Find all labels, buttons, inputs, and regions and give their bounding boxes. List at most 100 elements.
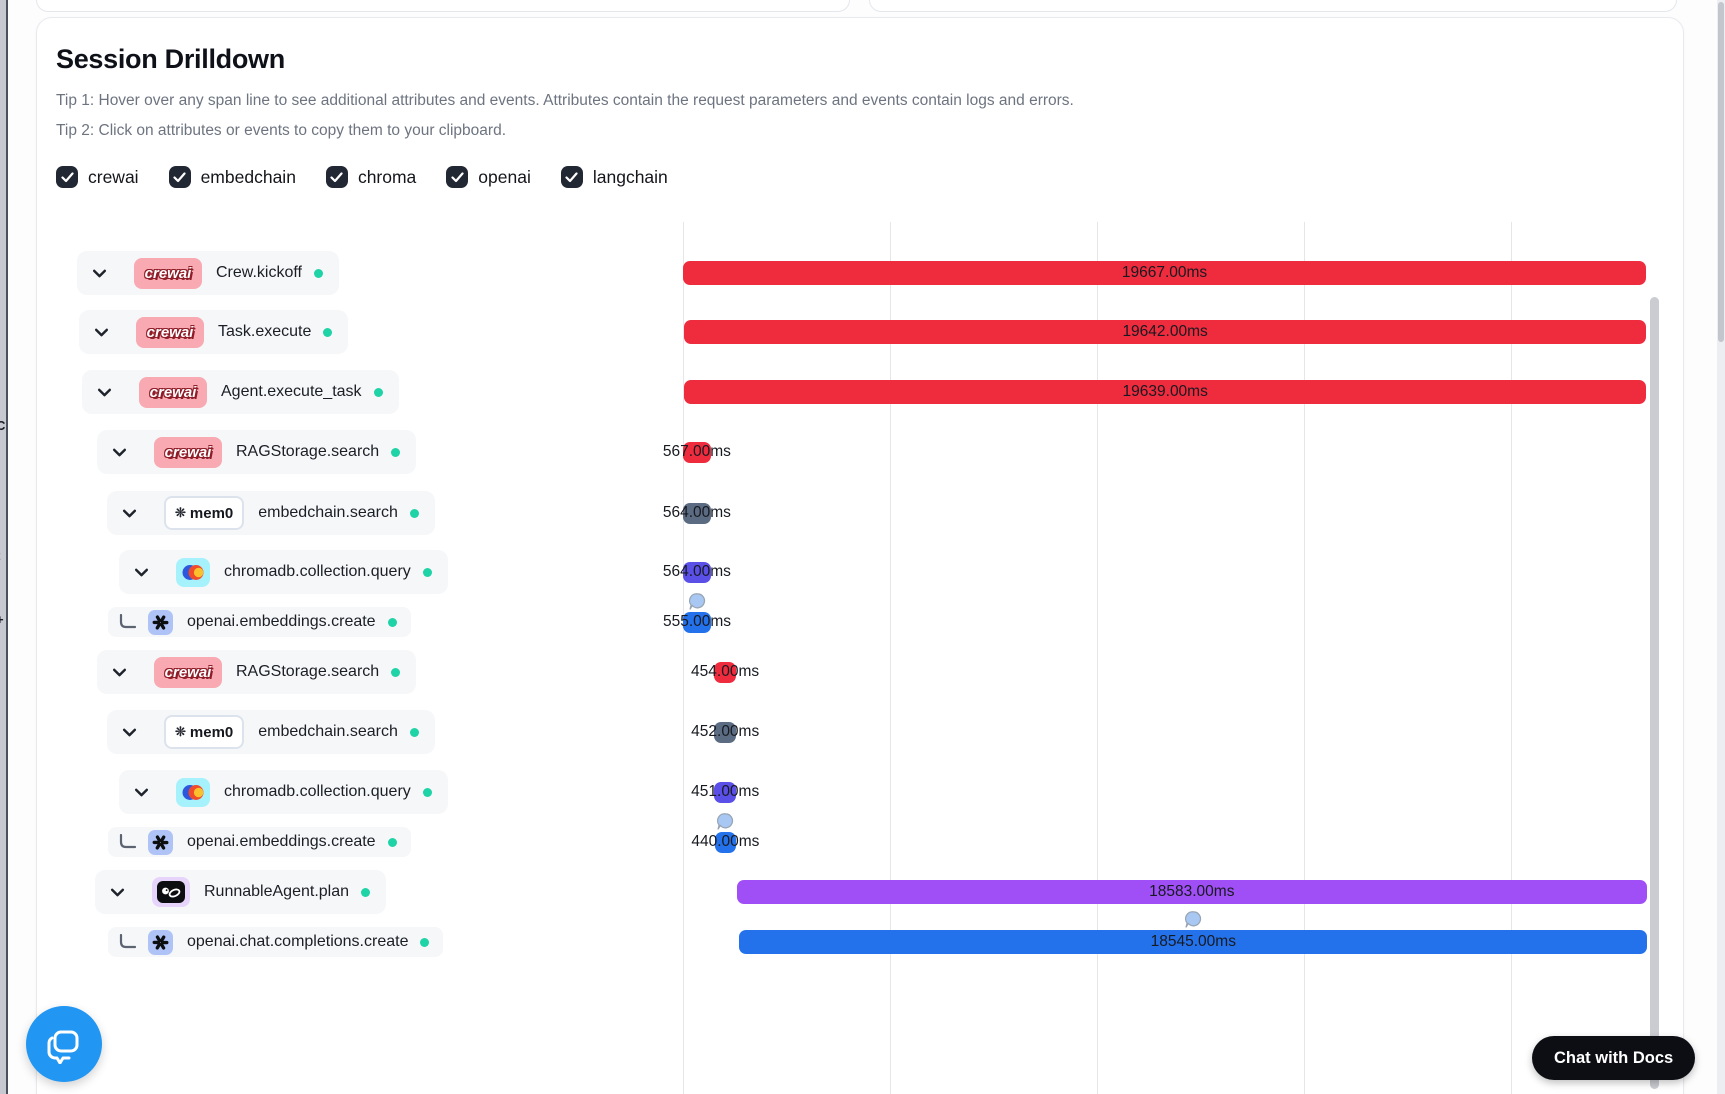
chevron-down-icon[interactable] (91, 265, 108, 282)
span-row-Agent.execute_task: crewai Agent.execute_task 19639.00ms (0, 370, 1725, 414)
tree-elbow-connector-icon (119, 833, 137, 848)
partial-card-top-left (36, 0, 850, 12)
span-status-dot (373, 387, 383, 397)
duration-bar-openai.embeddings.create[interactable] (714, 831, 737, 853)
expand-toggle[interactable] (96, 384, 113, 401)
span-node-openai.embeddings.create[interactable]: openai.embeddings.create (108, 827, 411, 857)
duration-bar-openai.embeddings.create[interactable] (683, 611, 711, 633)
expand-toggle[interactable] (111, 664, 128, 681)
tip-2-text: Tip 2: Click on attributes or events to … (56, 122, 506, 139)
chevron-down-icon[interactable] (93, 324, 110, 341)
span-status-dot (361, 887, 371, 897)
span-events-bubble[interactable] (716, 812, 735, 836)
expand-toggle[interactable] (121, 505, 138, 522)
tree-elbow-connector-icon (119, 933, 137, 948)
expand-toggle[interactable] (133, 564, 150, 581)
chevron-down-icon[interactable] (121, 505, 138, 522)
chevron-down-icon[interactable] (121, 724, 138, 741)
pane-vertical-scrollbar[interactable] (1650, 297, 1659, 1089)
duration-bar-chromadb.collection.query[interactable] (714, 781, 737, 803)
events-bubble-icon[interactable] (688, 592, 707, 611)
timeline-gridline-0 (683, 222, 684, 1094)
checkbox-openai-checked[interactable] (446, 166, 469, 188)
span-status-dot (313, 268, 323, 278)
span-node-RAGStorage.search[interactable]: crewai RAGStorage.search (97, 650, 417, 694)
span-node-chromadb.collection.query[interactable]: chromadb.collection.query (119, 770, 448, 814)
filter-chroma[interactable]: chroma (325, 166, 416, 188)
checkbox-chroma-checked[interactable] (325, 166, 348, 188)
duration-bar-RAGStorage.search[interactable] (714, 661, 737, 683)
chevron-down-icon[interactable] (96, 384, 113, 401)
expand-toggle[interactable] (93, 324, 110, 341)
duration-bar-RAGStorage.search[interactable] (683, 441, 711, 463)
span-node-RAGStorage.search[interactable]: crewai RAGStorage.search (97, 430, 417, 474)
chevron-down-icon[interactable] (111, 664, 128, 681)
mem0-logo: ❊ mem0 (164, 715, 245, 749)
span-name-label: chromadb.collection.query (224, 783, 411, 800)
events-bubble-icon[interactable] (1184, 910, 1203, 929)
duration-bar-Crew.kickoff[interactable] (683, 261, 1646, 285)
span-node-embedchain.search[interactable]: ❊ mem0 embedchain.search (107, 491, 435, 535)
filter-langchain[interactable]: langchain (560, 166, 668, 188)
duration-bar-Task.execute[interactable] (684, 320, 1646, 344)
duration-bar-embedchain.search[interactable] (683, 502, 711, 524)
checkbox-embedchain-checked[interactable] (168, 166, 191, 188)
span-node-Crew.kickoff[interactable]: crewai Crew.kickoff (77, 251, 339, 295)
span-node-RunnableAgent.plan[interactable]: RunnableAgent.plan (95, 870, 387, 914)
chevron-down-icon[interactable] (133, 784, 150, 801)
span-events-bubble[interactable] (688, 592, 707, 616)
mem0-gear-icon: ❊ (175, 724, 186, 739)
tip-1-text: Tip 1: Hover over any span line to see a… (56, 92, 1074, 109)
crewai-logo: crewai (139, 376, 207, 408)
expand-toggle[interactable] (111, 444, 128, 461)
duration-bar-embedchain.search[interactable] (714, 721, 737, 743)
span-row-openai.embeddings.create: openai.embeddings.create 555.00ms (0, 592, 1725, 637)
chat-widget-button[interactable] (26, 1006, 102, 1082)
span-row-chromadb.collection.query: chromadb.collection.query 451.00ms (0, 770, 1725, 814)
events-bubble-icon[interactable] (716, 812, 735, 831)
span-name-label: Task.execute (218, 323, 312, 340)
span-events-bubble[interactable] (1184, 910, 1203, 934)
browser-scrollbar-track[interactable] (1717, 0, 1725, 1094)
duration-label: 18583.00ms (1149, 882, 1235, 900)
chat-with-docs-button[interactable]: Chat with Docs (1532, 1036, 1696, 1080)
filter-crewai[interactable]: crewai (56, 166, 139, 188)
openai-logo (148, 929, 173, 955)
filter-embedchain[interactable]: embedchain (168, 166, 296, 188)
span-node-chromadb.collection.query[interactable]: chromadb.collection.query (119, 550, 448, 594)
duration-label: 454.00ms (691, 662, 760, 680)
chevron-down-icon[interactable] (111, 444, 128, 461)
chevron-down-icon[interactable] (133, 564, 150, 581)
chevron-down-icon[interactable] (109, 884, 126, 901)
langchain-logo (152, 877, 190, 907)
expand-toggle[interactable] (133, 784, 150, 801)
checkbox-langchain-checked[interactable] (560, 166, 583, 188)
expand-toggle[interactable] (121, 724, 138, 741)
span-row-Task.execute: crewai Task.execute 19642.00ms (0, 310, 1725, 354)
page-edge-divider (6, 0, 8, 1094)
span-status-dot (422, 787, 432, 797)
duration-bar-openai.chat.completions.create[interactable] (739, 930, 1648, 954)
expand-toggle[interactable] (109, 884, 126, 901)
span-status-dot (323, 327, 333, 337)
span-node-openai.embeddings.create[interactable]: openai.embeddings.create (108, 607, 411, 637)
expand-toggle[interactable] (91, 265, 108, 282)
span-name-label: Agent.execute_task (221, 383, 362, 400)
filter-openai[interactable]: openai (446, 166, 531, 188)
span-row-RunnableAgent.plan: RunnableAgent.plan 18583.00ms (0, 870, 1725, 914)
duration-bar-chromadb.collection.query[interactable] (683, 561, 711, 583)
filter-label: embedchain (200, 166, 296, 187)
span-node-Agent.execute_task[interactable]: crewai Agent.execute_task (82, 370, 399, 414)
span-name-label: Crew.kickoff (216, 264, 302, 281)
span-node-openai.chat.completions.create[interactable]: openai.chat.completions.create (108, 927, 444, 957)
span-status-dot (409, 508, 419, 518)
span-node-embedchain.search[interactable]: ❊ mem0 embedchain.search (107, 710, 435, 754)
span-status-dot (391, 667, 401, 677)
checkbox-crewai-checked[interactable] (56, 166, 78, 188)
duration-bar-Agent.execute_task[interactable] (684, 380, 1646, 404)
duration-label: 564.00ms (662, 503, 731, 521)
span-node-Task.execute[interactable]: crewai Task.execute (79, 310, 349, 354)
duration-bar-RunnableAgent.plan[interactable] (736, 880, 1647, 904)
browser-scrollbar-thumb[interactable] (1718, 2, 1724, 342)
